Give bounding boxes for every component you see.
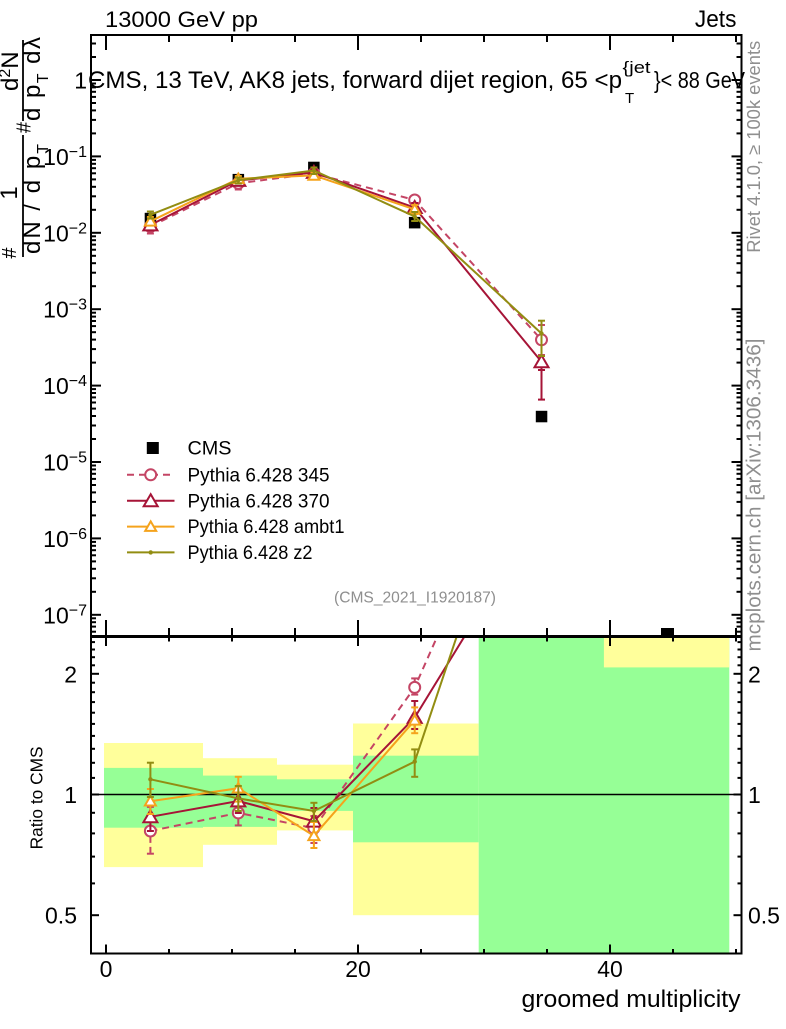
svg-text:(CMS_2021_I1920187): (CMS_2021_I1920187)	[334, 590, 496, 607]
svg-text:2: 2	[748, 661, 761, 687]
svg-text:1: 1	[0, 186, 23, 199]
svg-text:mcplots.cern.ch [arXiv:1306.34: mcplots.cern.ch [arXiv:1306.3436]	[744, 339, 766, 652]
svg-text:CMS: CMS	[188, 439, 232, 460]
svg-text:Pythia 6.428 z2: Pythia 6.428 z2	[188, 543, 313, 564]
svg-text:13000 GeV pp: 13000 GeV pp	[105, 7, 258, 32]
svg-text:2: 2	[64, 661, 77, 687]
svg-text:10−7: 10−7	[43, 602, 87, 628]
svg-text:40: 40	[597, 956, 623, 982]
svg-text:groomed multiplicity: groomed multiplicity	[522, 986, 741, 1013]
svg-text:CMS, 13 TeV, AK8 jets, forward: CMS, 13 TeV, AK8 jets, forward dijet reg…	[88, 67, 622, 94]
svg-text:1: 1	[748, 782, 761, 808]
svg-text:Pythia 6.428 345: Pythia 6.428 345	[188, 465, 330, 486]
svg-text:{jet: {jet	[623, 58, 651, 77]
svg-text:T: T	[625, 90, 634, 107]
svg-text:20: 20	[345, 956, 371, 982]
svg-text:1: 1	[74, 68, 87, 94]
svg-text:#: #	[0, 247, 21, 259]
svg-text:Ratio to CMS: Ratio to CMS	[27, 746, 47, 849]
svg-text:#: #	[14, 121, 36, 133]
svg-text:0: 0	[100, 956, 113, 982]
svg-text:Jets: Jets	[695, 6, 737, 33]
svg-text:Rivet 4.1.0, ≥ 100k events: Rivet 4.1.0, ≥ 100k events	[744, 41, 764, 253]
svg-text:1: 1	[64, 782, 77, 808]
svg-text:10−2: 10−2	[43, 220, 87, 246]
svg-text:Pythia 6.428 370: Pythia 6.428 370	[188, 491, 330, 512]
svg-text:}< 88 GeV: }< 88 GeV	[654, 67, 746, 93]
svg-text:0.5: 0.5	[45, 903, 77, 929]
svg-text:Pythia 6.428 ambt1: Pythia 6.428 ambt1	[188, 517, 345, 538]
svg-text:0.5: 0.5	[748, 903, 780, 929]
